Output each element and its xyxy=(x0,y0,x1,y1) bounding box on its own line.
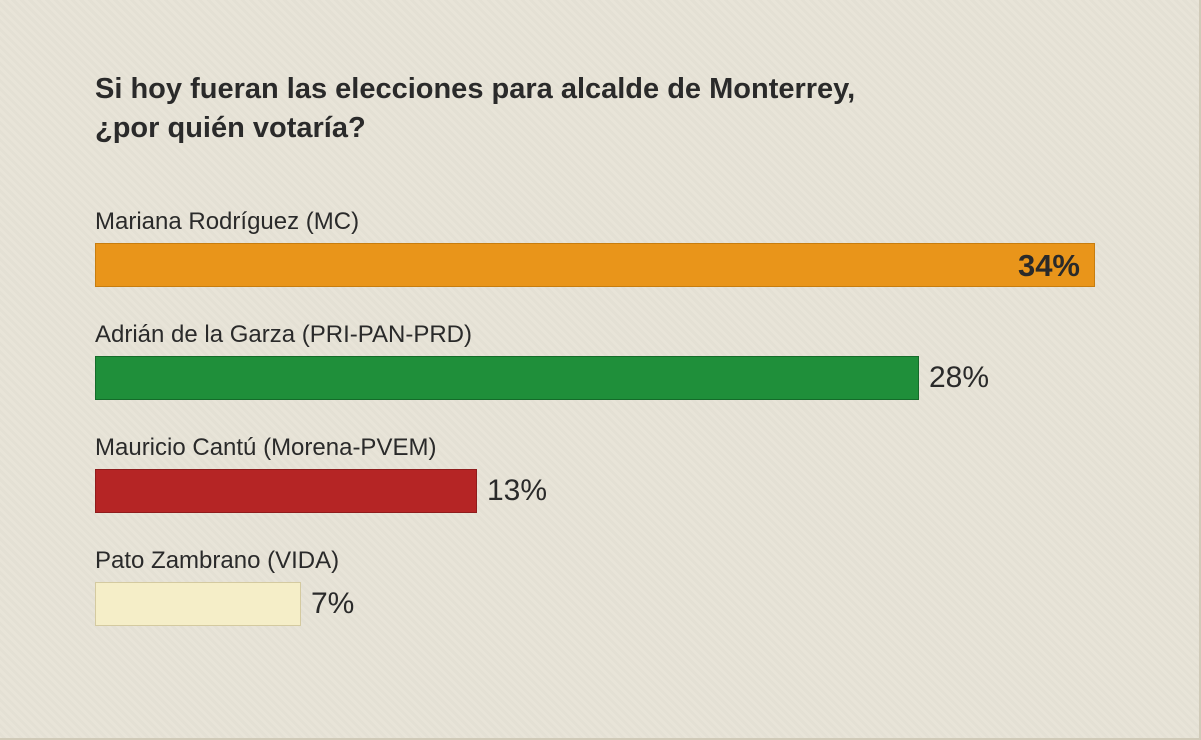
bar-value: 13% xyxy=(487,474,547,508)
bar-value: 7% xyxy=(311,587,354,621)
bar-wrapper: 34% xyxy=(95,243,1109,287)
bar-row: Pato Zambrano (VIDA) 7% xyxy=(95,547,1109,626)
bar-label: Adrián de la Garza (PRI-PAN-PRD) xyxy=(95,321,1109,349)
bar xyxy=(95,356,919,400)
bar-row: Mauricio Cantú (Morena-PVEM) 13% xyxy=(95,434,1109,513)
bar-value: 34% xyxy=(96,244,1094,288)
bar-row: Mariana Rodríguez (MC) 34% xyxy=(95,208,1109,287)
bar-label: Pato Zambrano (VIDA) xyxy=(95,547,1109,575)
bar-row: Adrián de la Garza (PRI-PAN-PRD) 28% xyxy=(95,321,1109,400)
bar-wrapper: 13% xyxy=(95,469,1109,513)
chart-panel: Si hoy fueran las elecciones para alcald… xyxy=(0,0,1201,740)
bar: 34% xyxy=(95,243,1095,287)
bar-wrapper: 28% xyxy=(95,356,1109,400)
chart-title-line1: Si hoy fueran las elecciones para alcald… xyxy=(95,73,855,105)
chart-title: Si hoy fueran las elecciones para alcald… xyxy=(95,70,1109,148)
chart-container: Si hoy fueran las elecciones para alcald… xyxy=(0,0,1199,626)
bar-label: Mauricio Cantú (Morena-PVEM) xyxy=(95,434,1109,462)
bar xyxy=(95,469,477,513)
bar-value: 28% xyxy=(929,361,989,395)
bar xyxy=(95,582,301,626)
chart-title-line2: ¿por quién votaría? xyxy=(95,112,366,144)
bar-label: Mariana Rodríguez (MC) xyxy=(95,208,1109,236)
bar-wrapper: 7% xyxy=(95,582,1109,626)
